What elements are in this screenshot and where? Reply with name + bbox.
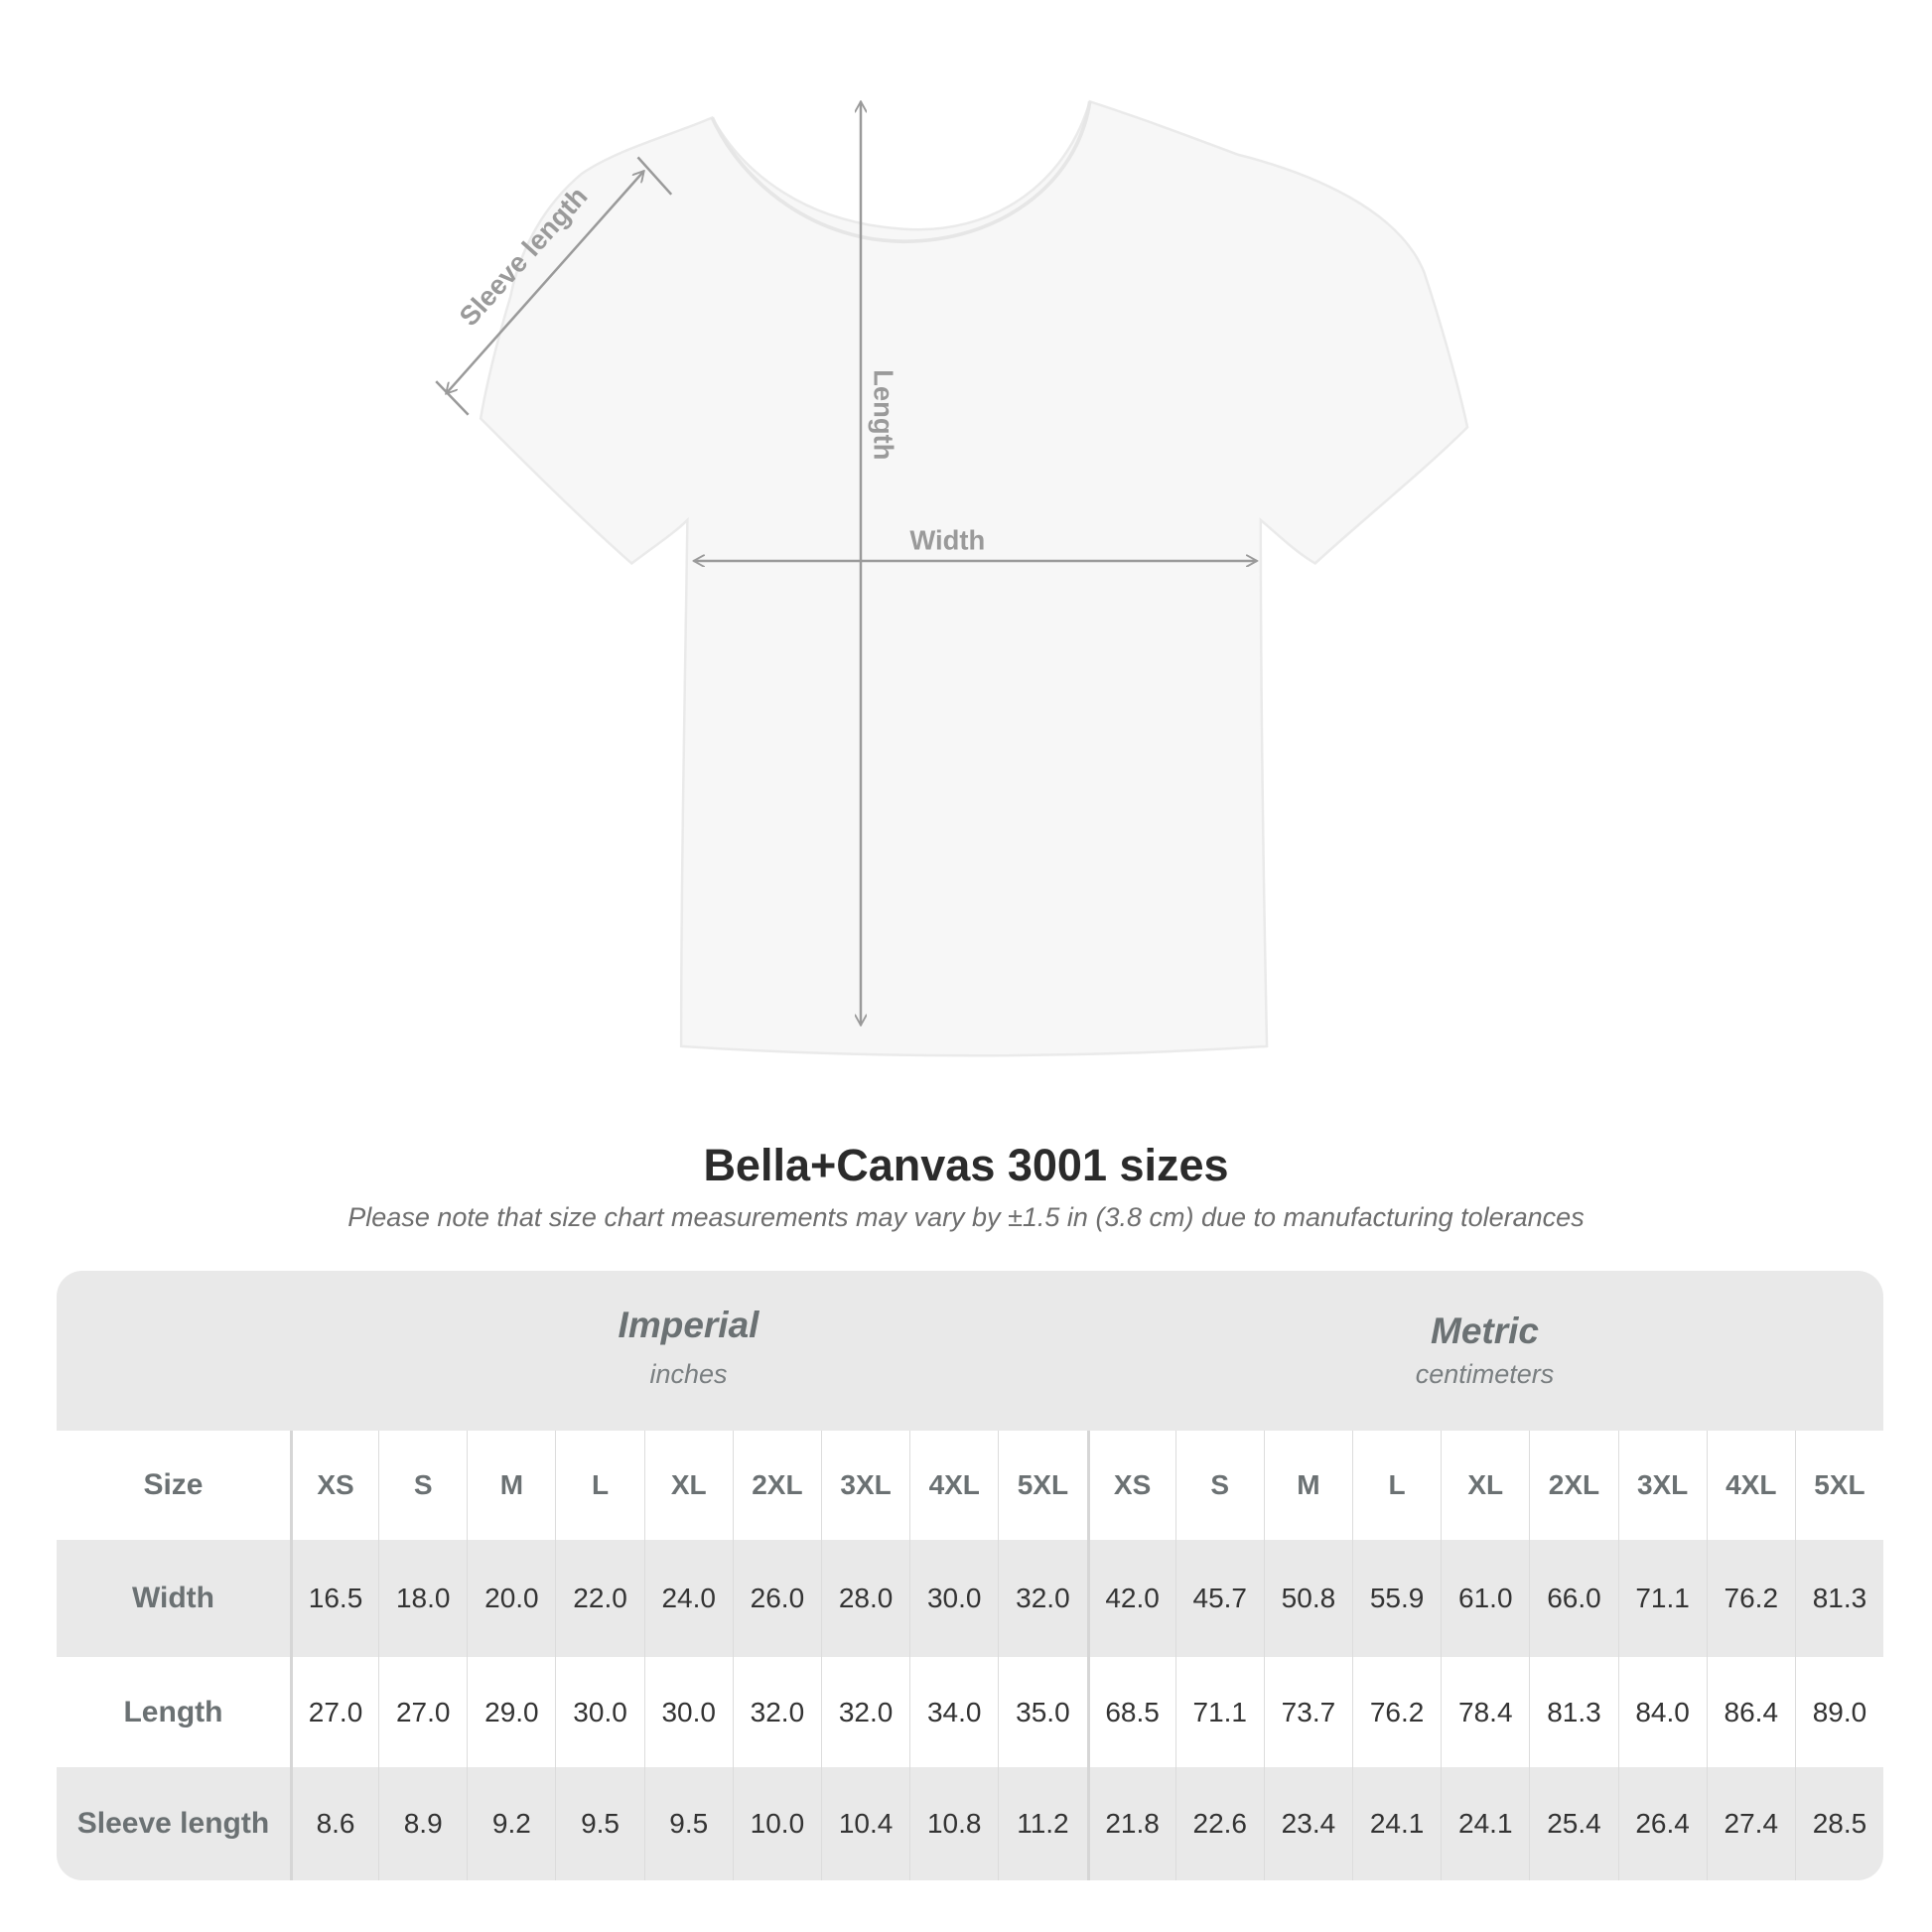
table-cell: 26.4 [1617, 1767, 1707, 1880]
table-cell: 28.0 [820, 1540, 909, 1657]
table-cell: 22.0 [555, 1540, 643, 1657]
table-cell: 23.4 [1263, 1767, 1352, 1880]
size-header-cell: L [555, 1431, 643, 1540]
table-cell: 10.8 [909, 1767, 998, 1880]
table-cell: 10.4 [820, 1767, 909, 1880]
table-cell: 55.9 [1352, 1540, 1441, 1657]
table-cell: 81.3 [1529, 1657, 1617, 1767]
table-cell: 25.4 [1529, 1767, 1617, 1880]
table-cell: 27.0 [378, 1657, 467, 1767]
table-cell: 50.8 [1263, 1540, 1352, 1657]
table-cell: 27.4 [1706, 1767, 1795, 1880]
table-cell: 26.0 [732, 1540, 821, 1657]
tshirt-measurement-diagram: Sleeve length Length Width [435, 99, 1469, 1057]
size-header-cell: XL [1441, 1431, 1529, 1540]
size-header-cell: M [1263, 1431, 1352, 1540]
size-header-cell: M [467, 1431, 555, 1540]
size-header-cell: XL [643, 1431, 733, 1540]
table-cell: 76.2 [1352, 1657, 1441, 1767]
size-header-cell: XS [1086, 1431, 1175, 1540]
table-cell: 30.0 [555, 1657, 643, 1767]
metric-unit: centimeters [1415, 1359, 1555, 1389]
size-header-cell: 5XL [998, 1431, 1086, 1540]
table-cell: 45.7 [1174, 1540, 1264, 1657]
table-cell: 9.5 [643, 1767, 733, 1880]
size-header-cell: 3XL [820, 1431, 909, 1540]
table-cell: 32.0 [732, 1657, 821, 1767]
table-cell: 24.0 [643, 1540, 733, 1657]
width-label: Width [909, 525, 985, 556]
metric-header: Metric centimeters [1086, 1271, 1883, 1431]
table-cell: 68.5 [1086, 1657, 1175, 1767]
metric-title: Metric [1431, 1311, 1539, 1351]
table-cell: 28.5 [1794, 1767, 1883, 1880]
size-label: Size [143, 1468, 204, 1501]
size-header-cell: S [1174, 1431, 1264, 1540]
size-header-cell: XS [289, 1431, 378, 1540]
table-cell: 32.0 [998, 1540, 1086, 1657]
row-label: Width [131, 1582, 214, 1614]
size-header-cell: 2XL [1529, 1431, 1617, 1540]
table-cell: 66.0 [1529, 1540, 1617, 1657]
table-cell: 8.9 [378, 1767, 467, 1880]
table-cell: 32.0 [820, 1657, 909, 1767]
length-label: Length [869, 369, 899, 460]
unit-header: Imperial inches Metric centimeters [57, 1271, 1883, 1431]
imperial-unit: inches [649, 1359, 728, 1389]
table-cell: 18.0 [378, 1540, 467, 1657]
table-cell: 76.2 [1706, 1540, 1795, 1657]
size-header-cell: L [1352, 1431, 1441, 1540]
table-cell: 16.5 [289, 1540, 378, 1657]
table-cell: 86.4 [1706, 1657, 1795, 1767]
table-cell: 89.0 [1794, 1657, 1883, 1767]
table-cell: 30.0 [643, 1657, 733, 1767]
table-cell: 84.0 [1617, 1657, 1707, 1767]
size-header-cell: 3XL [1617, 1431, 1707, 1540]
table-cell: 9.5 [555, 1767, 643, 1880]
table-cell: 10.0 [732, 1767, 821, 1880]
size-header-cell: 4XL [909, 1431, 998, 1540]
table-cell: 34.0 [909, 1657, 998, 1767]
table-cell: 21.8 [1086, 1767, 1175, 1880]
row-label: Length [123, 1695, 223, 1728]
table-cell: 24.1 [1352, 1767, 1441, 1880]
page-title: Bella+Canvas 3001 sizes [703, 1140, 1229, 1190]
table-cell: 71.1 [1617, 1540, 1707, 1657]
size-header-cell: S [378, 1431, 467, 1540]
size-header-cell: 5XL [1794, 1431, 1883, 1540]
size-table: Imperial inches Metric centimeters Size … [57, 1271, 1883, 1880]
table-cell: 20.0 [467, 1540, 555, 1657]
table-cell: 11.2 [998, 1767, 1086, 1880]
size-header-cell: 2XL [732, 1431, 821, 1540]
table-cell: 24.1 [1441, 1767, 1529, 1880]
table-cell: 61.0 [1441, 1540, 1529, 1657]
table-cell: 42.0 [1086, 1540, 1175, 1657]
table-cell: 71.1 [1174, 1657, 1264, 1767]
table-cell: 22.6 [1174, 1767, 1264, 1880]
table-cell: 8.6 [289, 1767, 378, 1880]
table-cell: 30.0 [909, 1540, 998, 1657]
table-cell: 73.7 [1263, 1657, 1352, 1767]
table-row: Width 16.5 18.0 20.0 22.0 24.0 26.0 28.0 30.0 32.… [57, 1540, 1883, 1657]
table-cell: 9.2 [467, 1767, 555, 1880]
imperial-title: Imperial [618, 1305, 759, 1345]
tolerance-note: Please note that size chart measurements… [347, 1202, 1585, 1232]
table-cell: 78.4 [1441, 1657, 1529, 1767]
table-row: Sleeve length 8.6 8.9 9.2 9.5 9.5 10.0 10.4 10.8… [57, 1767, 1883, 1880]
size-row: Size XS S M L XL 2XL 3XL 4XL 5XL XS S M L XL 2XL 3XL 4XL… [57, 1431, 1883, 1540]
size-header-cell: 4XL [1706, 1431, 1795, 1540]
tshirt-image [479, 99, 1469, 1057]
table-cell: 27.0 [289, 1657, 378, 1767]
row-label: Sleeve length [76, 1807, 270, 1840]
table-cell: 81.3 [1794, 1540, 1883, 1657]
imperial-header: Imperial inches [290, 1271, 1087, 1431]
table-row: Length 27.0 27.0 29.0 30.0 30.0 32.0 32.0 34.0 35… [57, 1657, 1883, 1767]
table-cell: 29.0 [467, 1657, 555, 1767]
table-cell: 35.0 [998, 1657, 1086, 1767]
sleeve-arrow [446, 171, 644, 393]
